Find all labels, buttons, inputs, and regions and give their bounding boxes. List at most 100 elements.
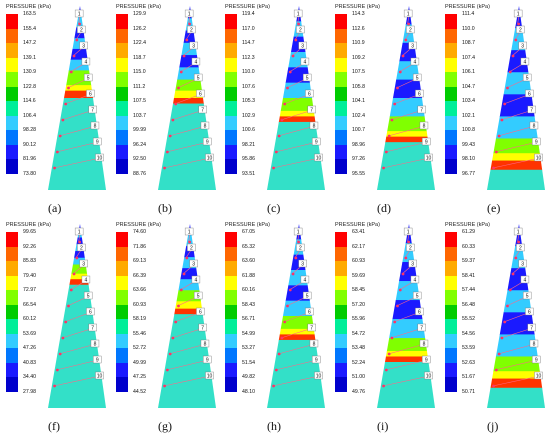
colorbar-tick-label: 60.93 [352,258,365,265]
colorbar-segment [6,101,18,116]
contour-band [487,371,545,380]
panel-b: PRESSURE (kPa) 129.9 126.2 122.4 118.7 115.0 1… [116,4,218,215]
probe-label-box [415,307,424,316]
probe-point [177,86,180,90]
probe-point [492,166,495,170]
colorbar-tick-label: 55.52 [462,316,475,323]
contour-band [48,273,106,280]
probe-label-box [205,371,214,380]
colorbar-tick-label: 99.99 [133,127,146,134]
probe-label-box [520,275,530,284]
probe-point [503,102,507,106]
probe-point [165,368,169,372]
probe-label: 5 [87,76,90,82]
probe-label: 9 [315,358,318,364]
panel-c: PRESSURE (kPa) 119.4 117.0 114.7 112.3 110.0 1… [225,4,327,215]
probe-label: 2 [80,28,83,34]
probe-label-box [86,307,95,316]
probe-leader-line [278,343,316,355]
contour-band [377,136,435,143]
probe-label: 2 [409,246,412,252]
probe-label: 6 [308,92,311,98]
colorbar-tick-label: 54.72 [352,330,365,337]
colorbar-segment [225,246,237,262]
probe-label-box [77,25,86,34]
colorbar-segment [116,275,128,291]
probe-label: 5 [306,294,309,300]
probe-label-box [79,41,88,50]
probe-label-box [527,105,536,114]
colorbar-tick-label: 56.48 [462,301,475,308]
contour-band-blue [48,48,106,61]
colorbar-segment [116,101,128,116]
probe-point [72,272,76,276]
colorbar-segment [116,57,128,73]
colorbar-title: PRESSURE (kPa) [6,222,51,228]
contour-band [487,356,545,372]
colorbar-tick-label: 73.80 [23,171,36,177]
contour-band [377,350,435,357]
probe-label-box [83,73,93,82]
colorbar-tick-label: 79.40 [23,272,36,279]
colorbar-segment [6,319,18,334]
probe-point [494,368,498,372]
colorbar-tick-label: 53.48 [352,345,365,352]
probe-point [174,102,178,106]
probe-label: 4 [304,60,307,66]
colorbar-tick-label: 110.0 [462,25,475,32]
colorbar-tick-label: 50.71 [462,389,475,395]
probe-label: 7 [201,108,204,114]
probe-leader-line [59,343,97,355]
colorbar [225,232,237,392]
colorbar-tick-label: 63.60 [242,258,255,265]
probe-point [280,336,284,340]
colorbar-segment [445,14,457,29]
probe-point [182,272,186,276]
panel-caption: (g) [158,419,172,433]
contour-band-blue [487,94,545,117]
colorbar-tick-label: 111.2 [133,83,146,90]
contour-band-blue [48,250,106,259]
colorbar-tick-label: 111.4 [462,11,475,17]
probe-leader-line [385,141,428,153]
probe-label: 6 [418,92,421,98]
probe-label: 5 [526,76,529,82]
probe-point [511,54,515,58]
probe-label-box [300,275,310,284]
colorbar-segment [116,28,128,44]
colorbar-segment [445,377,457,392]
colorbar-segment [225,28,237,44]
pressure-contour-wedge: 1 2 3 4 5 6 7 8 9 10 [158,6,216,190]
colorbar-tick-label: 99.43 [462,141,475,148]
contour-band-blue [377,281,435,301]
probe-label: 5 [306,76,309,82]
probe-leader-line [382,375,430,387]
colorbar [335,14,347,174]
probe-label: 5 [416,76,419,82]
colorbar-segment [335,333,347,349]
probe-point [288,70,292,74]
colorbar-segment [445,290,457,305]
probe-label-box [309,339,319,348]
probe-label-box [513,227,523,236]
probe-label-box [412,73,422,82]
colorbar-segment [335,101,347,116]
colorbar-segment [6,144,18,160]
colorbar-tick-label: 118.7 [133,54,146,61]
colorbar-segment [6,130,18,145]
probe-label-box [522,291,532,300]
probe-point [497,352,501,356]
probe-label-box [410,275,420,284]
probe-point [506,86,509,90]
colorbar-tick-label: 59.69 [352,272,365,279]
contour-band-cyan [48,284,106,408]
probe-label: 10 [316,374,322,380]
probe-label-box [525,89,534,98]
colorbar-segment [116,333,128,349]
contour-band-blue [267,82,325,99]
colorbar-segment [225,275,237,291]
colorbar-tick-label: 100.7 [352,127,365,134]
probe-label: 8 [313,342,316,348]
probe-label-box [86,89,95,98]
contour-band [267,334,325,341]
